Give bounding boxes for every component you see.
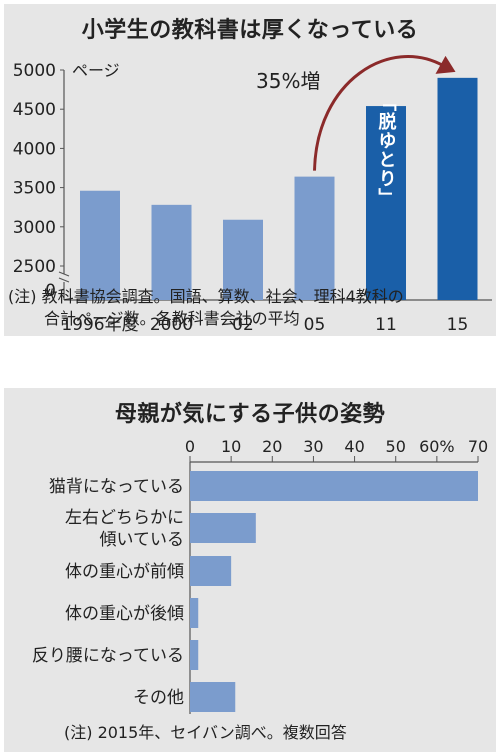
category-label: 左右どちらかに <box>65 508 184 528</box>
chart1-title: 小学生の教科書は厚くなっている <box>81 18 419 43</box>
y-tick-label: 4500 <box>13 100 56 120</box>
y-tick-label: 2500 <box>13 257 56 277</box>
x-tick-label: 0 <box>185 437 195 456</box>
bar-3 <box>294 176 335 300</box>
bar-5 <box>190 682 236 712</box>
chart1-note-line2: 合計ページ数。各教科書会社の平均 <box>44 309 300 328</box>
x-tick-label: 40 <box>344 437 364 456</box>
chart2-title: 母親が気にする子供の姿勢 <box>114 402 386 427</box>
axis-break-mark <box>58 271 70 283</box>
bar-1 <box>151 204 192 300</box>
x-tick-label: 10 <box>221 437 241 456</box>
bar-2 <box>190 556 232 586</box>
category-label: その他 <box>133 688 184 708</box>
category-label: 猫背になっている <box>49 477 184 497</box>
bar-4 <box>190 640 199 670</box>
increase-arrow <box>313 55 445 171</box>
bar-4 <box>366 106 406 301</box>
x-tick-label: 30 <box>303 437 323 456</box>
x-tick-label: 02 <box>232 315 254 335</box>
y-tick-label: 5000 <box>13 61 56 81</box>
x-tick-label: 50 <box>386 437 406 456</box>
y-tick-label: 3500 <box>13 179 56 199</box>
chart1-note-line1: (注) 教科書協会調査。国語、算数、社会、理科4教科の <box>8 287 404 306</box>
posture-chart-panel: 母親が気にする子供の姿勢 0 10 20 30 40 50 60% 70 猫背になっている左右ど… <box>4 388 496 752</box>
y-tick-label: 0 <box>45 281 56 301</box>
x-tick-label: 05 <box>304 315 326 335</box>
increase-arrowhead <box>435 55 456 74</box>
x-tick-label: 2000 <box>150 315 193 335</box>
highlight-label: 「脱ゆとり」 <box>376 93 397 207</box>
y-axis-unit: ページ <box>72 61 120 80</box>
x-tick-label: 11 <box>375 315 397 335</box>
bar-2 <box>223 219 263 300</box>
textbook-bar-chart: 0 2500 3000 3500 4000 4500 5000 ページ 1996年度 2000 02… <box>13 55 492 335</box>
textbook-chart-panel: 小学生の教科書は厚くなっている 0 2500 3000 3500 4000 4500 500… <box>4 4 496 336</box>
bar-3 <box>190 598 199 628</box>
chart2-note: (注) 2015年、セイバン調べ。複数回答 <box>64 723 347 742</box>
bar-1 <box>190 513 256 543</box>
x-tick-label: 15 <box>447 315 469 335</box>
y-tick-label: 4000 <box>13 139 56 159</box>
x-tick-label: 20 <box>262 437 282 456</box>
category-label: 反り腰になっている <box>32 646 184 666</box>
category-label: 体の重心が後傾 <box>65 604 184 624</box>
bar-0 <box>80 190 120 300</box>
increase-annotation: 35%増 <box>256 69 320 93</box>
bar-0 <box>190 471 478 501</box>
posture-bar-chart: 0 10 20 30 40 50 60% 70 猫背になっている左右どちらかに傾いている体の重心… <box>32 437 488 714</box>
category-label: 体の重心が前傾 <box>65 562 184 582</box>
category-label: 傾いている <box>100 530 185 550</box>
x-tick-label: 1996年度 <box>61 315 138 335</box>
y-tick-label: 3000 <box>13 218 56 238</box>
bar-5 <box>437 77 478 300</box>
x-tick-label: 70 <box>468 437 488 456</box>
x-tick-label: 60% <box>419 437 455 456</box>
